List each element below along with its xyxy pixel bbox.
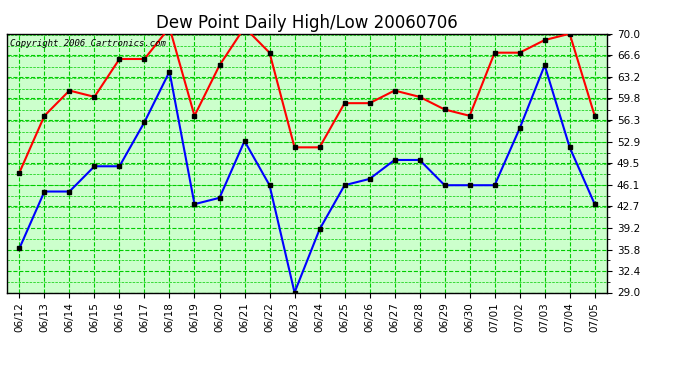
- Text: Copyright 2006 Cartronics.com: Copyright 2006 Cartronics.com: [10, 39, 166, 48]
- Title: Dew Point Daily High/Low 20060706: Dew Point Daily High/Low 20060706: [156, 14, 458, 32]
